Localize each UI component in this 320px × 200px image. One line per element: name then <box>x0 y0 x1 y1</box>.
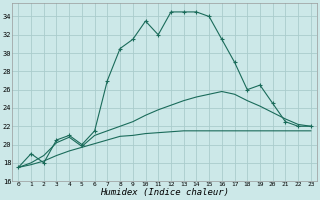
X-axis label: Humidex (Indice chaleur): Humidex (Indice chaleur) <box>100 188 229 197</box>
